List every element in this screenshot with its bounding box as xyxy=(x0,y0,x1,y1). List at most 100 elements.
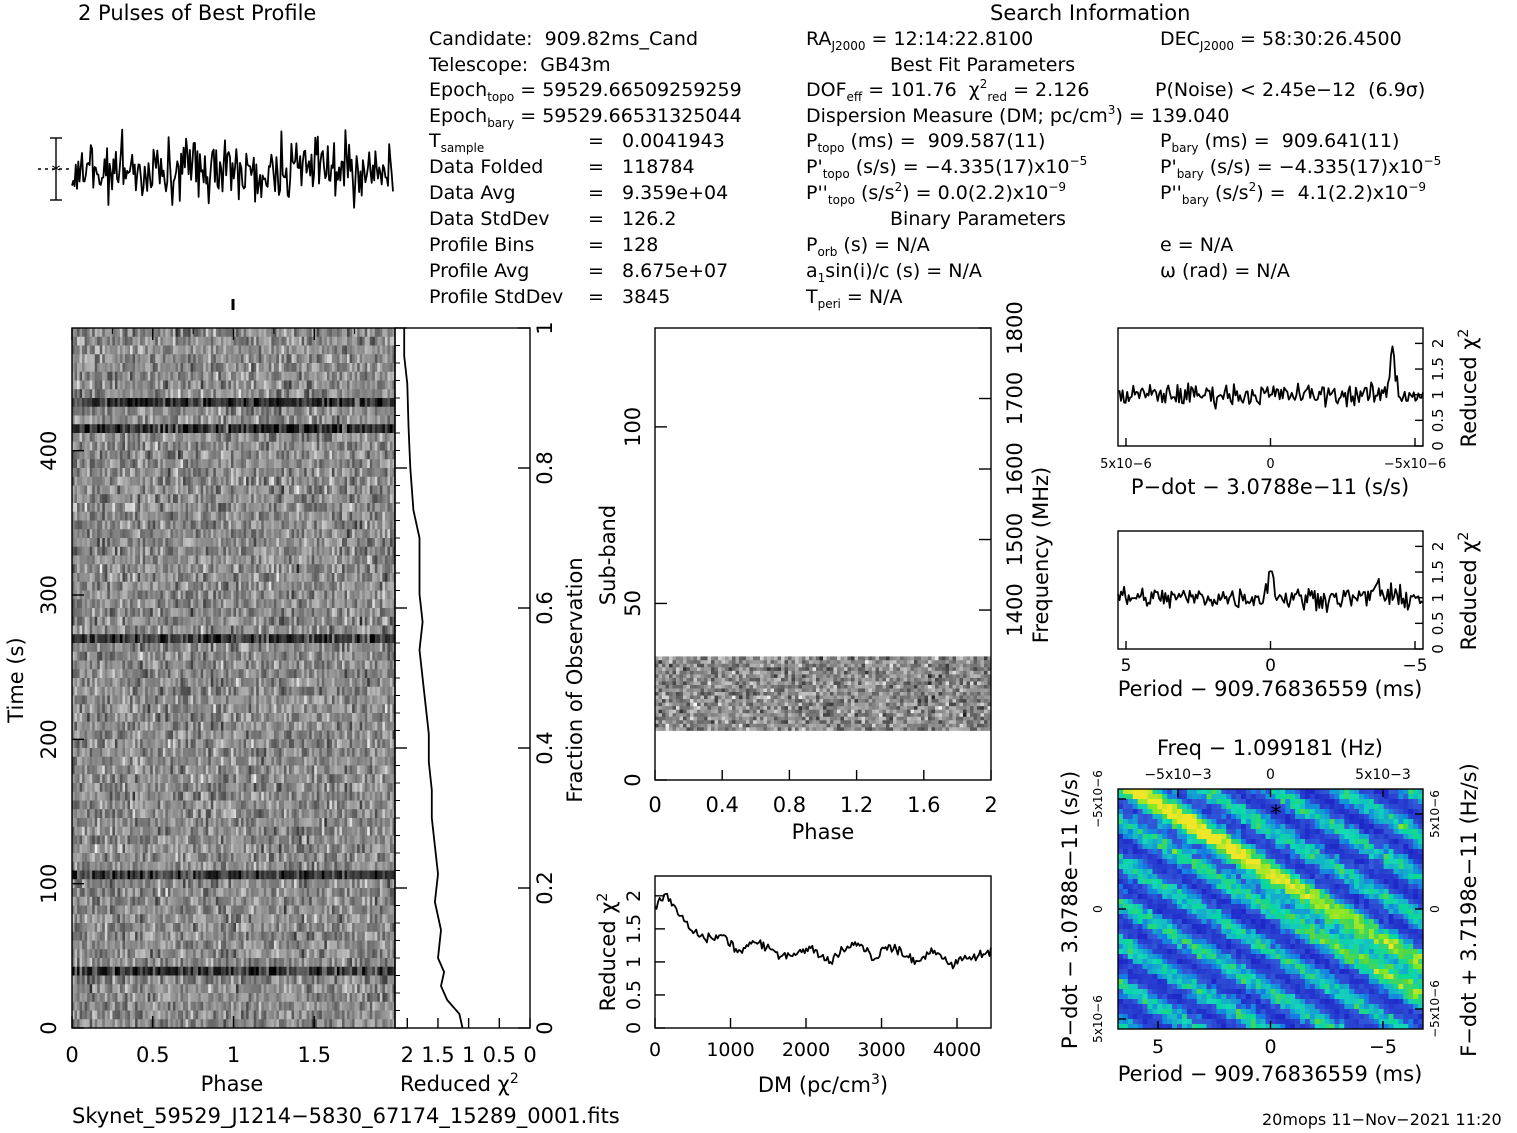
waterfall-cell xyxy=(392,520,396,530)
waterfall-cell xyxy=(188,380,191,390)
waterfall-cell xyxy=(389,511,393,521)
waterfall-cell xyxy=(236,389,239,399)
waterfall-cell xyxy=(190,406,194,416)
waterfall-cell xyxy=(89,415,93,425)
waterfall-cell xyxy=(304,406,307,416)
waterfall-cell xyxy=(241,389,244,399)
waterfall-cell xyxy=(132,529,136,539)
waterfall-cell xyxy=(344,581,348,591)
waterfall-cell xyxy=(344,555,348,565)
waterfall-cell xyxy=(137,634,141,644)
waterfall-cell xyxy=(286,354,290,364)
waterfall-cell xyxy=(72,450,75,460)
waterfall-cell xyxy=(223,424,227,434)
waterfall-cell xyxy=(326,546,330,556)
waterfall-cell xyxy=(94,643,98,653)
waterfall-cell xyxy=(342,380,345,390)
waterfall-cell xyxy=(203,616,207,626)
waterfall-cell xyxy=(362,494,366,504)
waterfall-cell xyxy=(210,406,214,416)
waterfall-cell xyxy=(172,363,176,373)
waterfall-cell xyxy=(84,511,88,521)
waterfall-cell xyxy=(382,389,386,399)
waterfall-cell xyxy=(124,503,128,513)
waterfall-cell xyxy=(109,450,113,460)
waterfall-cell xyxy=(271,363,275,373)
waterfall-cell xyxy=(157,511,161,521)
waterfall-cell xyxy=(362,546,366,556)
waterfall-cell xyxy=(286,503,290,513)
waterfall-cell xyxy=(157,485,161,495)
t-peri: Tperi = N/A xyxy=(806,286,903,311)
waterfall-cell xyxy=(331,398,335,408)
waterfall-cell xyxy=(336,476,340,486)
waterfall-cell xyxy=(132,389,136,399)
waterfall-cell xyxy=(336,371,340,381)
waterfall-cell xyxy=(127,625,131,635)
waterfall-cell xyxy=(238,555,242,565)
waterfall-cell xyxy=(354,573,358,583)
waterfall-cell xyxy=(210,371,214,381)
waterfall-cell xyxy=(84,529,88,539)
waterfall-cell xyxy=(170,590,174,600)
waterfall-cell xyxy=(147,380,151,390)
waterfall-cell xyxy=(160,555,164,565)
waterfall-cell xyxy=(114,625,118,635)
waterfall-cell xyxy=(215,520,219,530)
waterfall-cell xyxy=(236,616,239,626)
waterfall-cell xyxy=(329,581,333,591)
waterfall-cell xyxy=(289,520,292,530)
waterfall-cell xyxy=(256,468,260,478)
waterfall-cell xyxy=(220,494,224,504)
waterfall-cell xyxy=(296,625,300,635)
waterfall-cell xyxy=(243,424,247,434)
waterfall-cell xyxy=(195,651,199,661)
waterfall-cell xyxy=(150,363,154,373)
waterfall-cell xyxy=(72,415,75,425)
waterfall-cell xyxy=(205,354,209,364)
waterfall-cell xyxy=(379,398,383,408)
waterfall-cell xyxy=(379,468,383,478)
waterfall-cell xyxy=(352,415,355,425)
waterfall-cell xyxy=(321,590,325,600)
waterfall-cell xyxy=(294,564,297,574)
waterfall-cell xyxy=(236,494,239,504)
waterfall-cell xyxy=(314,608,318,618)
waterfall-cell xyxy=(127,468,131,478)
waterfall-cell xyxy=(132,643,136,653)
waterfall-cell xyxy=(347,555,350,565)
waterfall-cell xyxy=(268,441,272,451)
waterfall-cell xyxy=(367,354,371,364)
waterfall-cell xyxy=(225,424,229,434)
waterfall-cell xyxy=(301,406,305,416)
waterfall-cell xyxy=(114,520,118,530)
waterfall-cell xyxy=(84,345,88,355)
waterfall-cell xyxy=(283,459,287,469)
waterfall-cell xyxy=(364,336,368,346)
waterfall-cell xyxy=(367,634,371,644)
waterfall-cell xyxy=(215,406,219,416)
waterfall-cell xyxy=(379,564,383,574)
waterfall-cell xyxy=(359,503,363,513)
waterfall-cell xyxy=(283,616,287,626)
waterfall-cell xyxy=(114,459,118,469)
waterfall-cell xyxy=(150,564,154,574)
waterfall-cell xyxy=(347,371,350,381)
waterfall-cell xyxy=(114,485,118,495)
waterfall-cell xyxy=(354,503,358,513)
waterfall-cell xyxy=(79,625,83,635)
waterfall-cell xyxy=(251,520,254,530)
waterfall-cell xyxy=(152,345,156,355)
waterfall-cell xyxy=(114,328,118,338)
waterfall-cell xyxy=(291,380,295,390)
waterfall-cell xyxy=(379,503,383,513)
waterfall-cell xyxy=(339,336,343,346)
waterfall-cell xyxy=(142,380,146,390)
waterfall-cell xyxy=(364,433,368,443)
waterfall-cell xyxy=(261,415,265,425)
waterfall-cell xyxy=(145,485,148,495)
waterfall-cell xyxy=(228,608,232,618)
waterfall-cell xyxy=(102,424,106,434)
waterfall-cell xyxy=(364,590,368,600)
waterfall-cell xyxy=(369,616,373,626)
